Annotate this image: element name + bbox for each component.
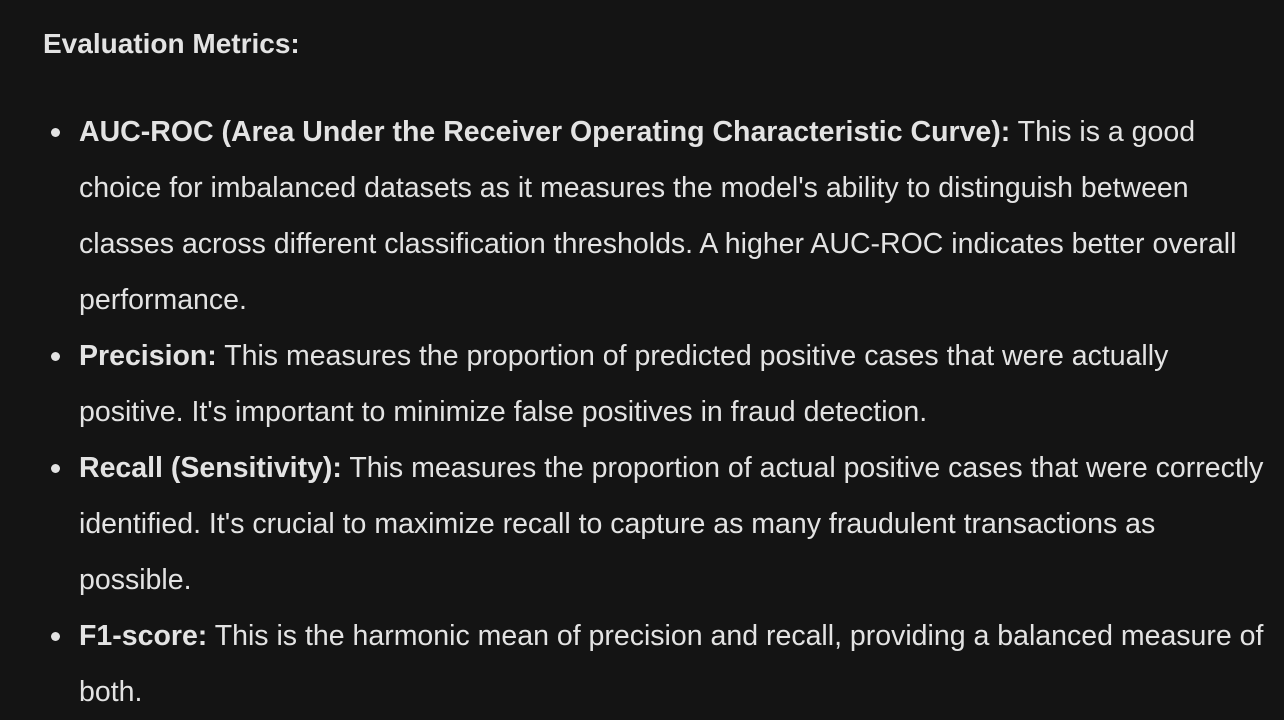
metric-description: This is a good choice for imbalanced dat… [79,116,1237,316]
metric-description: This is the harmonic mean of precision a… [79,620,1264,708]
section-heading: Evaluation Metrics: [43,28,300,59]
bullet-icon [51,128,60,137]
list-item-precision: Precision: This measures the proportion … [43,328,1273,440]
bullet-icon [51,464,60,473]
list-item-auc-roc: AUC-ROC (Area Under the Receiver Operati… [43,104,1273,328]
bullet-icon [51,632,60,641]
metric-term: Recall (Sensitivity): [79,452,342,484]
list-item-recall: Recall (Sensitivity): This measures the … [43,440,1273,608]
metric-description: This measures the proportion of actual p… [79,452,1264,596]
bullet-icon [51,352,60,361]
list-item-f1-score: F1-score: This is the harmonic mean of p… [43,608,1273,720]
metric-term: Precision: [79,340,217,372]
metric-term: AUC-ROC (Area Under the Receiver Operati… [79,116,1011,148]
metric-term: F1-score: [79,620,208,652]
metrics-list: AUC-ROC (Area Under the Receiver Operati… [43,104,1273,720]
metric-description: This measures the proportion of predicte… [79,340,1169,428]
